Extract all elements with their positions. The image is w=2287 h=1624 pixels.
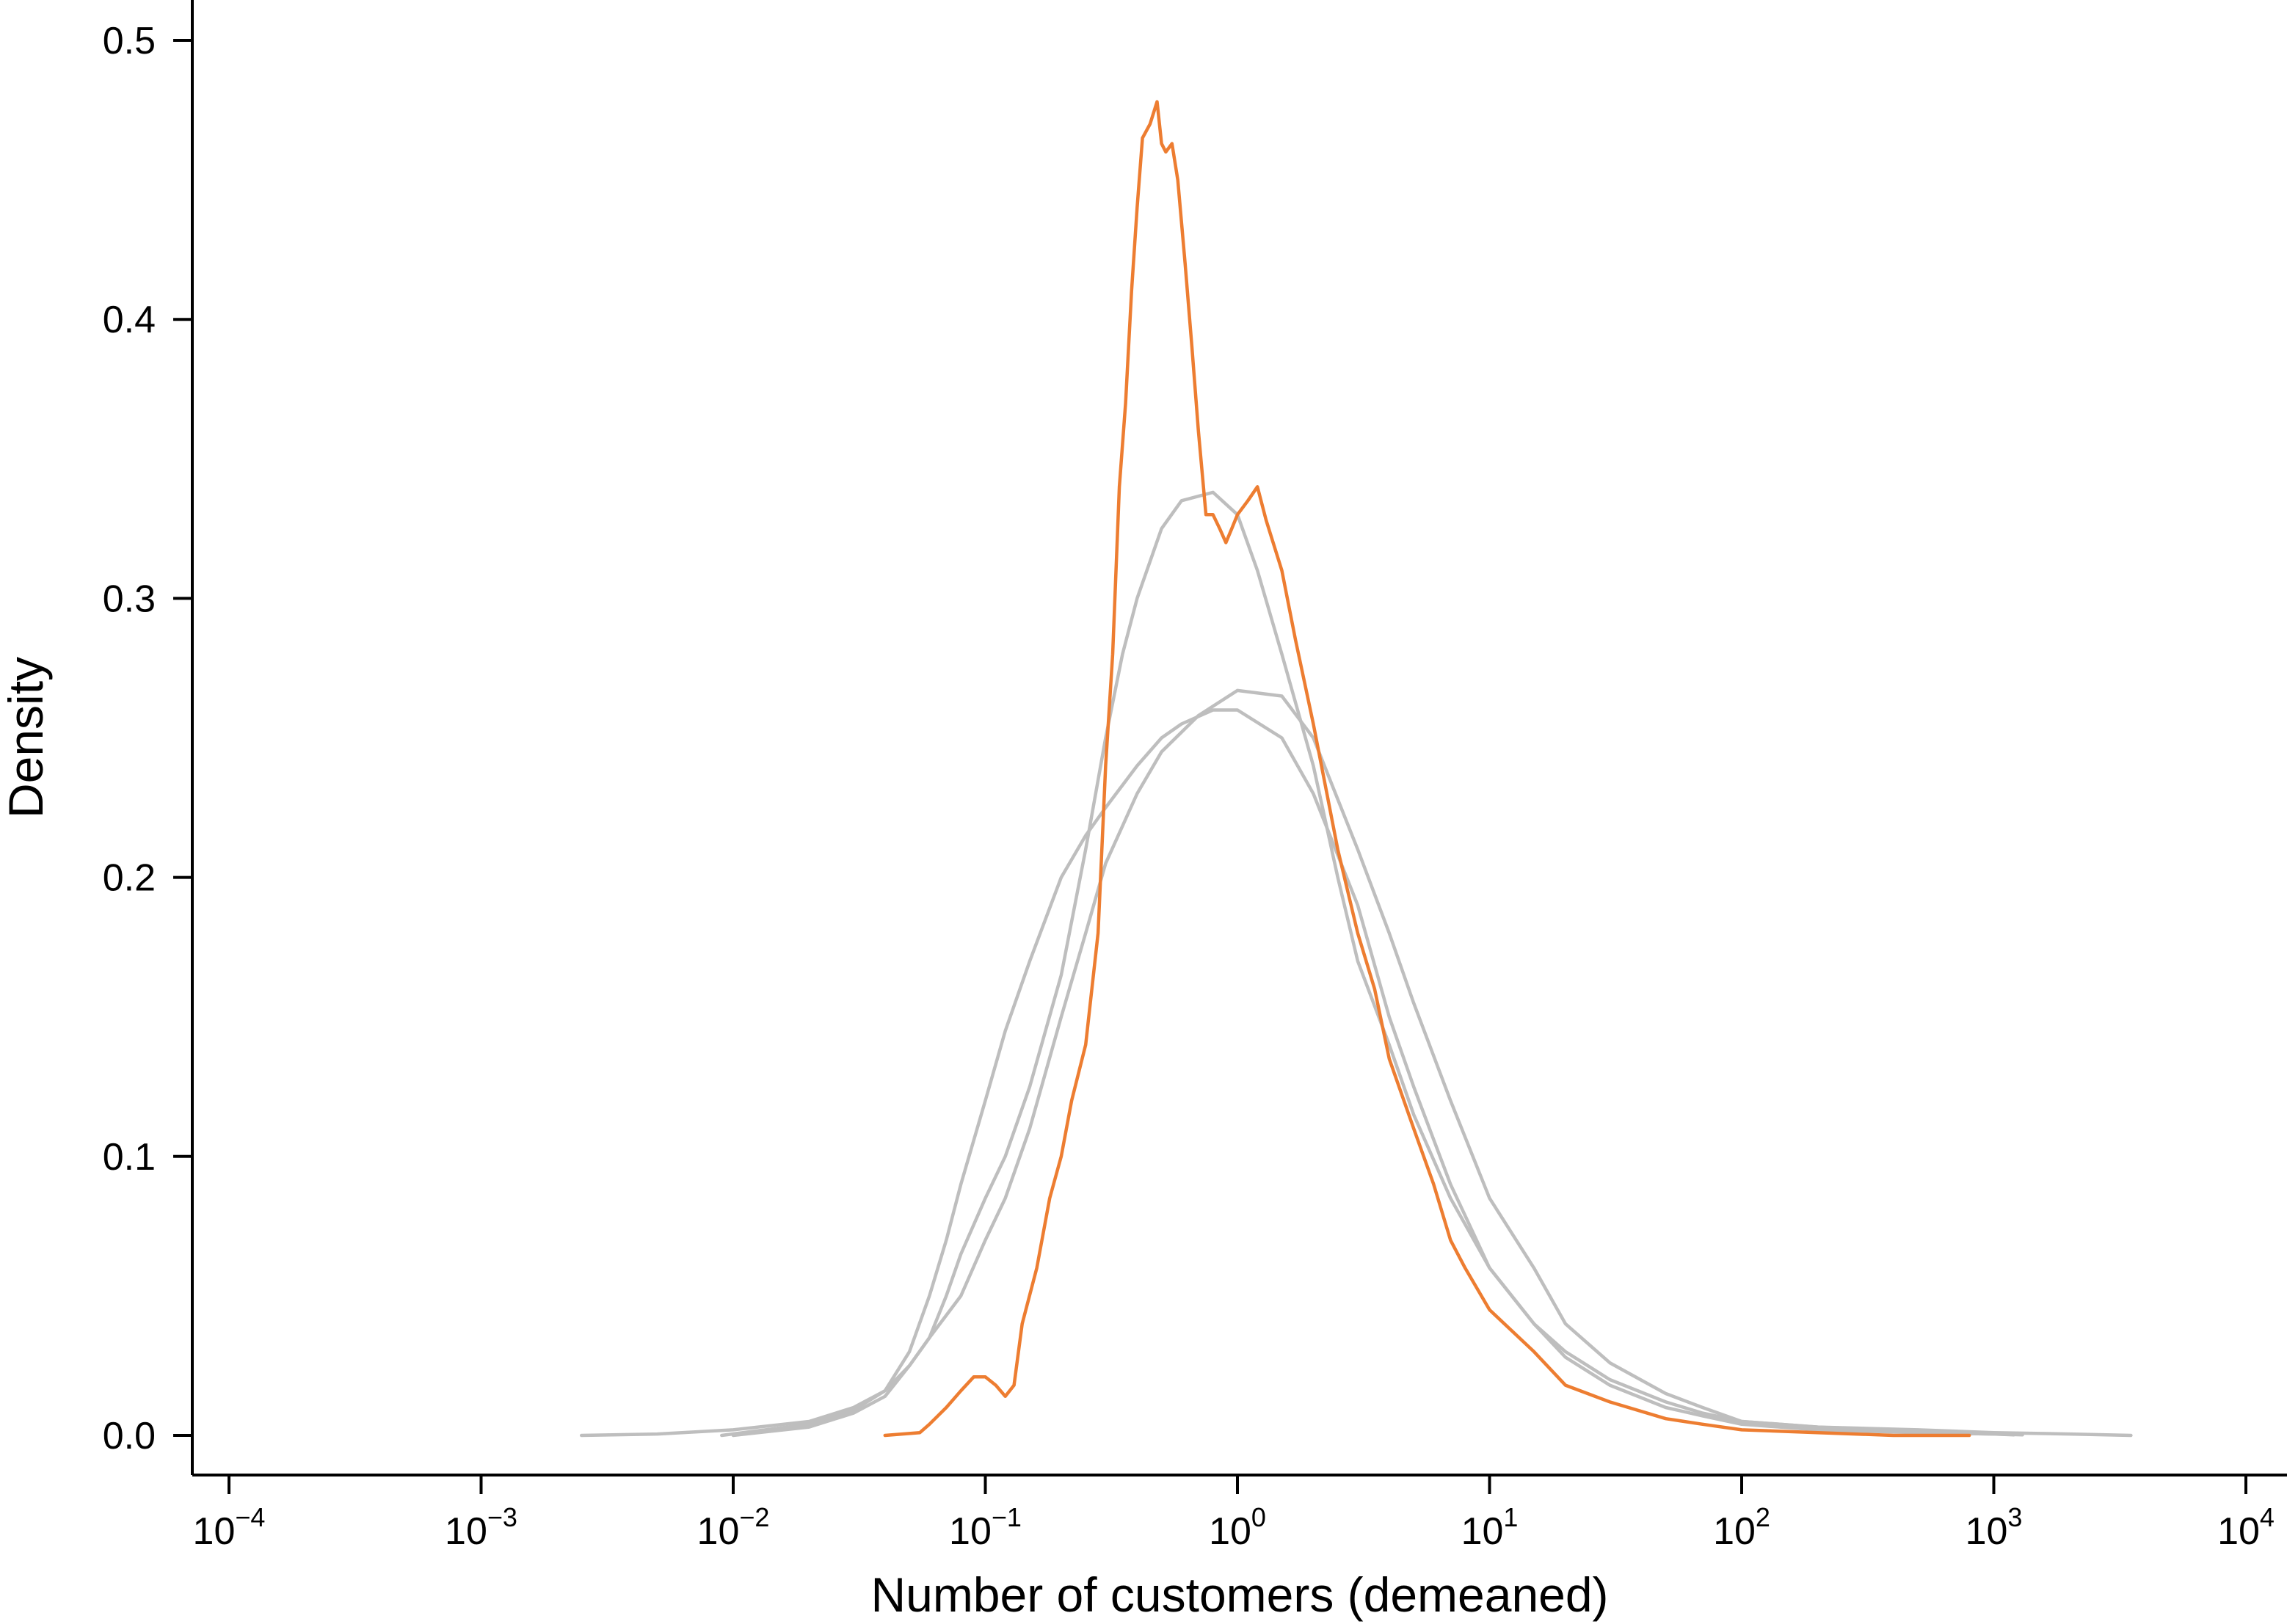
x-tick-label-3: 10−1 [949, 1502, 1022, 1553]
y-tick-label-4: 0.4 [103, 299, 156, 341]
x-tick-label-1: 10−3 [445, 1502, 517, 1553]
series-layer [579, 100, 2133, 1438]
x-tick-label-8: 104 [2217, 1502, 2275, 1553]
y-tick-label-0: 0.0 [103, 1415, 156, 1457]
y-tick-label-5: 0.5 [103, 20, 156, 62]
y-axis-title: Density [0, 657, 53, 818]
x-axis-title: Number of customers (demeaned) [870, 1567, 1608, 1622]
y-tick-label-2: 0.2 [103, 857, 156, 900]
x-tick-label-4: 100 [1209, 1502, 1266, 1553]
y-tick-label-3: 0.3 [103, 578, 156, 620]
x-tick-label-6: 102 [1713, 1502, 1770, 1553]
x-tick-label-2: 10−2 [697, 1502, 770, 1553]
ticks-layer: 0.0 0.1 0.2 0.3 0.4 0.5 10−4 10−3 10−2 10−1 100 101… [103, 20, 2275, 1553]
axes-layer [191, 0, 2287, 1476]
series-line-4 [883, 100, 1971, 1438]
series-line-1 [579, 708, 2024, 1438]
series-line-2 [720, 688, 2133, 1438]
y-tick-label-1: 0.1 [103, 1136, 156, 1179]
x-tick-label-7: 103 [1966, 1502, 2023, 1553]
x-tick-label-5: 101 [1461, 1502, 1519, 1553]
x-tick-label-0: 10−4 [193, 1502, 266, 1553]
